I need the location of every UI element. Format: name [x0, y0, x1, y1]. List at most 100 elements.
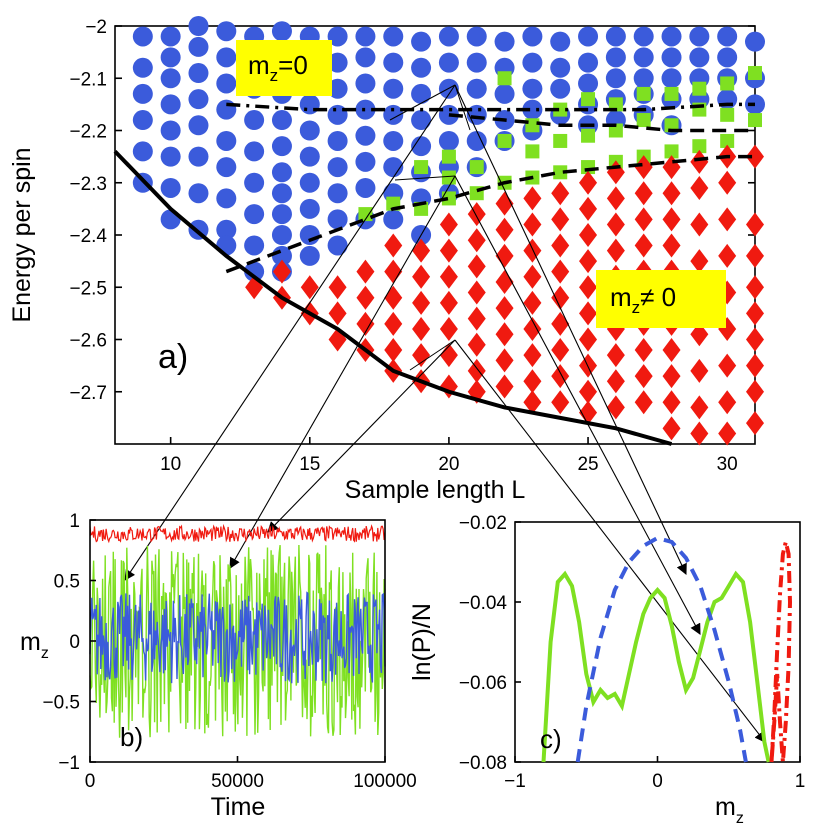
panel-c-ticks: −1 0 1 −0.02 −0.04 −0.06 −0.08	[459, 513, 805, 792]
red-diamond-point	[439, 343, 458, 368]
connector-arrow	[454, 339, 766, 743]
blue-circle-point	[605, 26, 626, 47]
blue-circle-point	[299, 198, 320, 219]
blue-circle-point	[188, 183, 209, 204]
red-diamond-point	[606, 238, 625, 263]
red-diamond-point	[467, 306, 486, 331]
blue-circle-point	[271, 204, 292, 225]
connector-arrow	[229, 175, 456, 569]
panel-a-ticks: 10 15 20 25 30 −2 −2.1 −2.2 −2.3 −2.4 −2.5 −2.6 −2.7	[69, 17, 755, 475]
red-diamond-point	[412, 290, 431, 315]
x-tick-label: −1	[504, 771, 526, 792]
x-tick-label: 15	[299, 454, 320, 475]
blue-circle-point	[299, 172, 320, 193]
blue-circle-point	[411, 31, 432, 52]
blue-circle-point	[578, 52, 599, 73]
red-diamond-point	[634, 390, 653, 415]
panel-b-time-series: 0 50000 100000 1 0.5 0 −0.5 −1 b) Time mz	[20, 511, 417, 821]
blue-circle-point	[327, 78, 348, 99]
red-diamond-point	[551, 207, 570, 232]
blue-circle-point	[383, 78, 404, 99]
connector-arrow	[267, 339, 456, 533]
red-diamond-point	[579, 196, 598, 221]
blue-circle-point	[661, 26, 682, 47]
green-square-point	[525, 144, 540, 159]
red-diamond-point	[606, 343, 625, 368]
red-diamond-point	[746, 353, 764, 378]
red-diamond-point	[495, 191, 514, 216]
red-diamond-point	[662, 181, 681, 206]
panel-c-y-axis-title: ln(P)/N	[408, 603, 436, 681]
blue-circle-point	[188, 89, 209, 110]
blue-circle-point	[355, 47, 376, 68]
red-diamond-point	[718, 421, 737, 446]
blue-circle-point	[522, 99, 543, 120]
red-diamond-point	[579, 275, 598, 300]
red-diamond-point	[579, 379, 598, 404]
green-square-point	[441, 149, 456, 164]
red-diamond-point	[690, 395, 709, 420]
blue-circle-point	[550, 31, 571, 52]
blue-circle-point	[216, 47, 237, 68]
red-diamond-point	[718, 243, 737, 268]
y-tick-label: −2.1	[69, 69, 107, 90]
x-tick-label: 10	[160, 454, 181, 475]
blue-circle-point	[160, 146, 181, 167]
x-tick-label: 100000	[353, 771, 416, 792]
red-diamond-point	[328, 301, 347, 326]
red-diamond-point	[439, 238, 458, 263]
red-diamond-point	[579, 327, 598, 352]
red-diamond-point	[384, 285, 403, 310]
red-diamond-point	[439, 317, 458, 342]
red-diamond-point	[718, 390, 737, 415]
green-square-point	[748, 66, 762, 81]
blue-circle-point	[522, 78, 543, 99]
panel-c-curves	[541, 535, 793, 763]
blue-circle-point	[661, 68, 682, 89]
blue-circle-point	[132, 57, 153, 78]
red-diamond-point	[579, 223, 598, 247]
mz-zero-label: mz=0	[248, 50, 308, 85]
red-diamond-point	[356, 259, 375, 284]
green-square-point	[720, 107, 735, 122]
red-trace	[89, 523, 386, 544]
x-tick-label: 20	[438, 454, 459, 475]
blue-circle-point	[383, 26, 404, 47]
blue-circle-point	[188, 146, 209, 167]
blue-circle-point	[383, 209, 404, 230]
red-diamond-point	[690, 249, 709, 274]
y-tick-label: 1	[69, 511, 80, 532]
green-square-point	[469, 160, 484, 175]
red-diamond-point	[718, 170, 737, 195]
dashdot-line	[226, 102, 755, 112]
blue-circle-point	[550, 78, 571, 99]
blue-circle-point	[188, 63, 209, 84]
blue-circle-point	[244, 261, 265, 282]
x-tick-label: 30	[717, 454, 738, 475]
blue-circle-point	[355, 99, 376, 120]
mz-nonzero-annotation: mz≠ 0	[596, 270, 726, 328]
red-diamond-point	[328, 275, 347, 300]
blue-circle-point	[216, 21, 237, 42]
red-diamond-point	[746, 327, 764, 352]
blue-dashed-curve	[575, 535, 748, 763]
y-tick-label: −0.08	[459, 753, 507, 774]
solid-line	[113, 150, 673, 446]
red-diamond-point	[551, 181, 570, 206]
red-diamond-point	[412, 238, 431, 263]
blue-circle-point	[244, 172, 265, 193]
red-diamond-point	[579, 249, 598, 274]
red-diamond-point	[412, 343, 431, 368]
red-diamond-point	[272, 259, 291, 284]
red-diamond-point	[300, 275, 319, 300]
y-tick-label: −2.2	[69, 122, 107, 143]
blue-circle-point	[327, 183, 348, 204]
red-diamond-point	[662, 390, 681, 415]
green-square-point	[636, 86, 651, 101]
x-tick-label: 50000	[211, 771, 264, 792]
blue-circle-point	[327, 235, 348, 256]
red-diamond-point	[718, 353, 737, 378]
green-square-point	[692, 81, 707, 96]
blue-circle-point	[299, 120, 320, 141]
blue-circle-point	[355, 177, 376, 198]
